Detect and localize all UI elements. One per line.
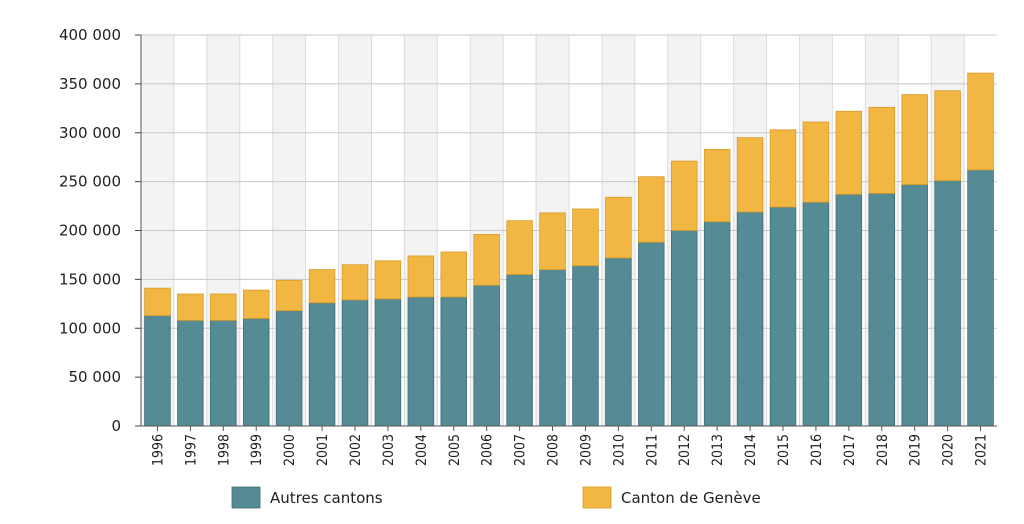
bar-canton-geneve <box>308 269 336 304</box>
bar-canton-geneve <box>242 289 270 319</box>
bar-canton-geneve <box>210 293 237 321</box>
bar-autres-cantons <box>967 169 994 427</box>
x-tick-label: 2002 <box>348 434 364 466</box>
y-tick-label: 150 000 <box>59 270 121 288</box>
legend: Autres cantons Canton de Genève <box>231 486 761 509</box>
bar-canton-geneve <box>572 208 599 267</box>
bar-autres-cantons <box>736 211 764 427</box>
bar-canton-geneve <box>374 260 402 300</box>
x-tick-label: 2020 <box>941 434 957 466</box>
x-tick-label: 1998 <box>216 434 232 466</box>
bar-autres-cantons <box>407 296 435 427</box>
y-tick-label: 50 000 <box>69 368 122 386</box>
x-tick-label: 1999 <box>249 434 265 466</box>
bar-autres-cantons <box>605 257 632 427</box>
x-tick-label: 2008 <box>546 434 562 466</box>
bar-autres-cantons <box>670 230 698 427</box>
x-tick-label: 2003 <box>381 434 397 466</box>
legend-swatch-autres-cantons <box>231 486 261 509</box>
bar-autres-cantons <box>308 302 336 427</box>
bar-autres-cantons <box>769 206 797 427</box>
bar-canton-geneve <box>539 212 566 270</box>
bar-autres-cantons <box>144 315 171 427</box>
bar-canton-geneve <box>407 255 435 298</box>
bar-canton-geneve <box>802 121 830 203</box>
y-tick-label: 300 000 <box>59 124 121 142</box>
bar-autres-cantons <box>242 318 270 427</box>
x-tick-label: 2004 <box>414 434 430 466</box>
bar-canton-geneve <box>506 220 533 275</box>
x-tick-label: 2017 <box>842 434 858 466</box>
x-tick-label: 2009 <box>578 434 594 466</box>
bar-canton-geneve <box>144 287 171 316</box>
bar-autres-cantons <box>210 320 237 427</box>
y-tick-label: 250 000 <box>59 173 121 191</box>
bar-autres-cantons <box>374 298 402 427</box>
bar-autres-cantons <box>275 310 303 427</box>
x-tick-label: 2012 <box>677 434 693 466</box>
bar-autres-cantons <box>703 221 731 427</box>
y-tick-label: 0 <box>111 417 121 435</box>
bar-canton-geneve <box>440 251 468 298</box>
x-tick-label: 2014 <box>743 434 759 466</box>
bar-autres-cantons <box>341 299 369 427</box>
y-axis-ticks: 0 50 000 100 000 150 000 200 000 250 000 300 0… <box>59 26 141 435</box>
x-tick-label: 2019 <box>908 434 924 466</box>
x-tick-label: 2013 <box>710 434 726 466</box>
bar-canton-geneve <box>341 264 369 301</box>
x-tick-label: 2015 <box>776 434 792 466</box>
bar-autres-cantons <box>473 284 500 427</box>
bar-canton-geneve <box>670 160 698 231</box>
bar-canton-geneve <box>934 90 961 182</box>
bar-autres-cantons <box>901 184 928 427</box>
bar-canton-geneve <box>638 176 665 243</box>
legend-label-canton-geneve: Canton de Genève <box>621 489 761 507</box>
bar-canton-geneve <box>835 110 863 195</box>
x-tick-label: 2006 <box>480 434 496 466</box>
bar-canton-geneve <box>901 94 928 185</box>
x-tick-label: 2016 <box>809 434 825 466</box>
bar-canton-geneve <box>473 234 500 286</box>
x-tick-label: 2018 <box>875 434 891 466</box>
legend-swatch-canton-geneve <box>582 486 612 509</box>
bar-canton-geneve <box>736 137 764 213</box>
bar-autres-cantons <box>802 201 830 427</box>
y-tick-label: 200 000 <box>59 222 121 240</box>
bar-canton-geneve <box>605 196 632 259</box>
bar-autres-cantons <box>506 274 533 427</box>
x-tick-label: 1996 <box>150 434 166 466</box>
bar-autres-cantons <box>572 265 599 427</box>
x-tick-label: 2010 <box>611 434 627 466</box>
bar-autres-cantons <box>934 180 961 427</box>
bar-autres-cantons <box>177 320 204 427</box>
x-tick-label: 2011 <box>644 434 660 466</box>
y-tick-label: 400 000 <box>59 26 121 44</box>
x-axis-ticks: 1996 1997 1998 1999 2000 2001 2002 2003 2004 2005… <box>150 426 990 466</box>
bar-canton-geneve <box>275 279 303 312</box>
bar-autres-cantons <box>868 192 896 427</box>
bar-autres-cantons <box>539 269 566 427</box>
bar-canton-geneve <box>177 293 204 321</box>
bar-autres-cantons <box>638 241 665 427</box>
x-tick-label: 2005 <box>447 434 463 466</box>
x-tick-label: 2007 <box>513 434 529 466</box>
bar-canton-geneve <box>868 106 896 194</box>
y-tick-label: 350 000 <box>59 75 121 93</box>
x-tick-label: 2000 <box>282 434 298 466</box>
bar-canton-geneve <box>967 72 994 171</box>
bar-canton-geneve <box>703 148 731 223</box>
x-tick-label: 2021 <box>974 434 990 466</box>
bar-autres-cantons <box>835 193 863 427</box>
legend-label-autres-cantons: Autres cantons <box>270 489 383 507</box>
x-tick-label: 2001 <box>315 434 331 466</box>
x-tick-label: 1997 <box>183 434 199 466</box>
y-tick-label: 100 000 <box>59 319 121 337</box>
bar-autres-cantons <box>440 296 468 427</box>
bar-canton-geneve <box>769 129 797 208</box>
